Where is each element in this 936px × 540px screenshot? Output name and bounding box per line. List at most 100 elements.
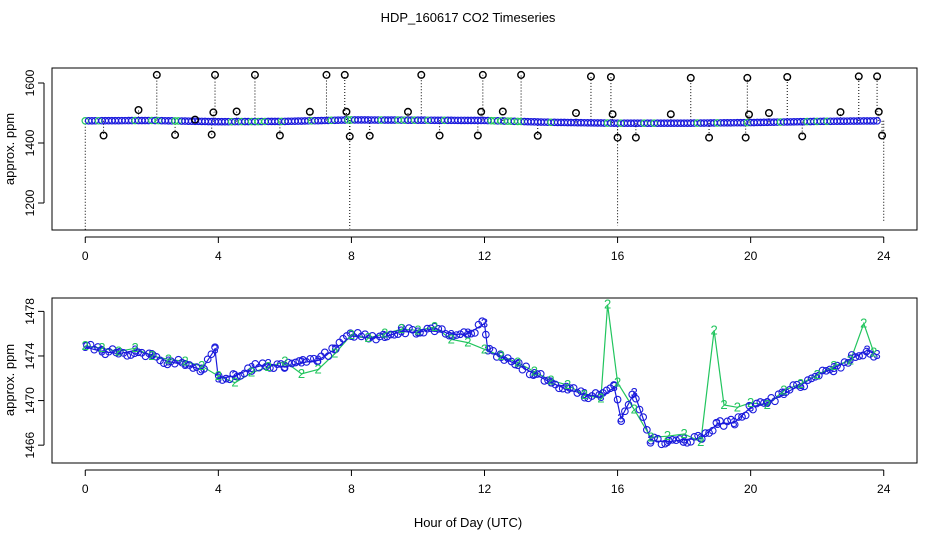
bottom-density-point [716, 417, 724, 425]
bottom-density-point [280, 364, 289, 372]
bottom-series-mark-2: 2 [248, 365, 255, 380]
bottom-series-mark-3: 3 [414, 325, 421, 340]
bottom-series-mark-3: 3 [165, 354, 172, 369]
bottom-density-point [295, 357, 304, 365]
top-outlier-point [836, 108, 845, 117]
top-outlier-point [686, 73, 695, 82]
bottom-density-point [200, 365, 208, 373]
bottom-density-point [233, 372, 241, 381]
top-outlier-point [191, 115, 200, 124]
bottom-density-point [723, 417, 732, 426]
bottom-series-mark-3: 3 [215, 370, 222, 385]
bottom-density-point [379, 330, 388, 339]
bottom-x-tick-label: 12 [478, 482, 492, 496]
bottom-series-mark-3: 3 [714, 416, 721, 431]
bottom-series-mark-2: 2 [870, 345, 877, 360]
bottom-density-point [547, 378, 556, 387]
bottom-x-tick-label: 20 [744, 482, 758, 496]
bottom-density-point [844, 359, 852, 367]
bottom-series-mark-3: 3 [464, 326, 471, 341]
bottom-density-point [159, 359, 168, 368]
bottom-density-point [804, 376, 812, 384]
top-outlier-point [171, 130, 180, 139]
top-outlier-point [613, 133, 622, 142]
top-outlier-point [586, 72, 595, 81]
bottom-density-point [299, 356, 307, 364]
bottom-density-point [562, 382, 571, 391]
top-x-tick-label: 20 [744, 249, 758, 263]
bottom-series-mark-2: 2 [764, 397, 771, 412]
bottom-density-point [496, 350, 505, 359]
top-outlier-point [873, 72, 882, 81]
bottom-density-point [375, 332, 384, 341]
top-outlier-point [498, 107, 507, 116]
top-outlier-point [211, 70, 220, 79]
bottom-series-mark-3: 3 [664, 434, 671, 449]
bottom-series-mark-3: 3 [764, 395, 771, 410]
bottom-density-point [771, 397, 779, 406]
bottom-series-mark-3: 3 [484, 342, 491, 357]
bottom-density-point [778, 388, 787, 397]
bottom-series-mark-3: 3 [647, 433, 654, 448]
bottom-density-point [478, 317, 487, 326]
top-outlier-point [743, 73, 752, 82]
bottom-density-point [328, 344, 336, 353]
bottom-x-tick-label: 4 [215, 482, 222, 496]
top-x-tick-label: 8 [348, 249, 355, 263]
bottom-series-mark-3: 3 [98, 344, 105, 359]
bottom-series-mark-2: 2 [780, 383, 787, 398]
bottom-density-point [181, 360, 190, 368]
bottom-series-mark-3: 3 [248, 360, 255, 375]
top-outlier-point [417, 70, 426, 79]
top-baseline-point [869, 117, 878, 125]
bottom-series-mark-2: 2 [165, 351, 172, 366]
bottom-series-mark-3: 3 [747, 399, 754, 414]
top-outlier-point [209, 108, 218, 117]
bottom-density-point [247, 367, 256, 375]
bottom-density-point [522, 362, 530, 371]
bottom-density-point [481, 330, 490, 339]
bottom-series-mark-2: 2 [664, 428, 671, 443]
bottom-density-point [134, 348, 143, 357]
top-outlier-point [878, 131, 887, 140]
bottom-series-mark-2: 2 [747, 395, 754, 410]
bottom-density-point [540, 376, 549, 385]
top-outlier-point [250, 70, 259, 79]
bottom-series-mark-2: 2 [680, 426, 687, 441]
top-outlier-point [322, 70, 331, 79]
bottom-density-point [126, 351, 135, 359]
bottom-series-mark-3: 3 [780, 386, 787, 401]
top-outlier-point [473, 131, 482, 140]
bottom-density-point [624, 400, 633, 409]
top-panel: 0 4 8 12 16 20 24 1200 1400 1600 approx. ppm [2, 67, 918, 263]
bottom-series-mark-3: 3 [631, 385, 638, 400]
x-axis-title: Hour of Day (UTC) [414, 515, 522, 530]
bottom-series-mark-2: 2 [115, 344, 122, 359]
bottom-density-point [686, 437, 695, 446]
top-outlier-points [99, 70, 887, 142]
bottom-density-point [829, 367, 838, 376]
bottom-density-point [738, 413, 746, 421]
bottom-x-tick-label: 16 [611, 482, 625, 496]
top-outlier-point [666, 110, 675, 119]
bottom-series-mark-3: 3 [115, 346, 122, 361]
bottom-series-mark-2: 2 [797, 376, 804, 391]
bottom-series-mark-2: 2 [215, 368, 222, 383]
bottom-y-tick-label: 1478 [23, 298, 37, 325]
bottom-density-point [869, 352, 878, 361]
bottom-y-tick-label: 1474 [23, 342, 37, 369]
bottom-density-point [211, 343, 219, 352]
bottom-series-mark-2: 2 [198, 358, 205, 373]
bottom-density-point [712, 418, 721, 427]
bottom-density-point [471, 329, 479, 337]
bottom-density-point [701, 429, 710, 437]
top-outlier-point [783, 72, 792, 81]
top-outlier-point [798, 132, 807, 141]
bottom-series-mark-2: 2 [414, 322, 421, 337]
bottom-series-mark-3: 3 [431, 320, 438, 335]
top-outlier-point [232, 107, 241, 116]
top-outlier-point [705, 133, 714, 142]
bottom-density-point [577, 387, 585, 396]
bottom-series-mark-3: 3 [211, 341, 218, 356]
top-outlier-point [741, 133, 750, 142]
